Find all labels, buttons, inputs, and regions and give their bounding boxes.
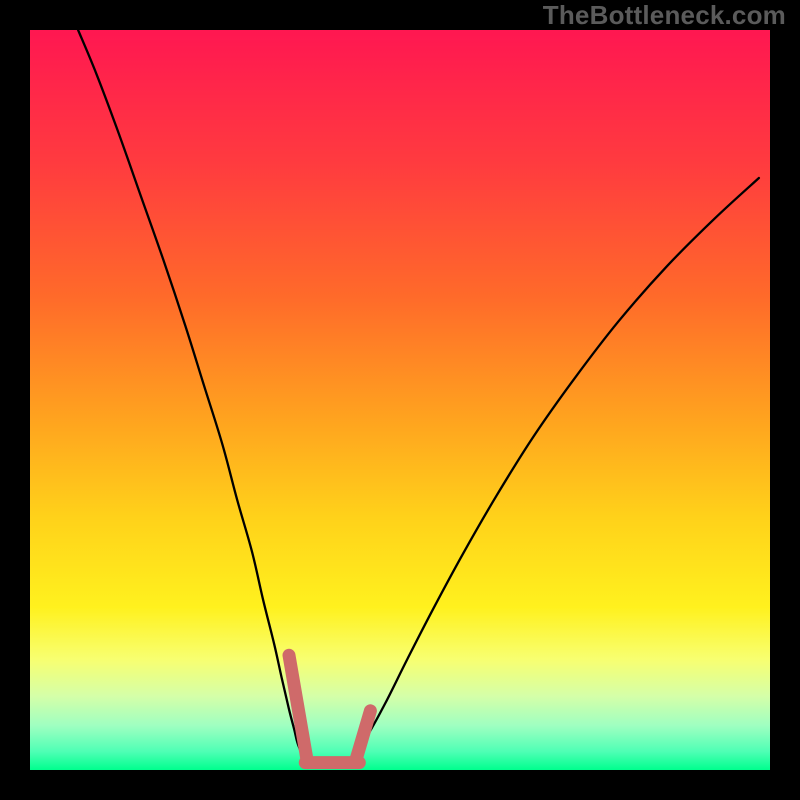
bottleneck-chart [0, 0, 800, 800]
plot-gradient [30, 30, 770, 770]
figure-root: TheBottleneck.com [0, 0, 800, 800]
